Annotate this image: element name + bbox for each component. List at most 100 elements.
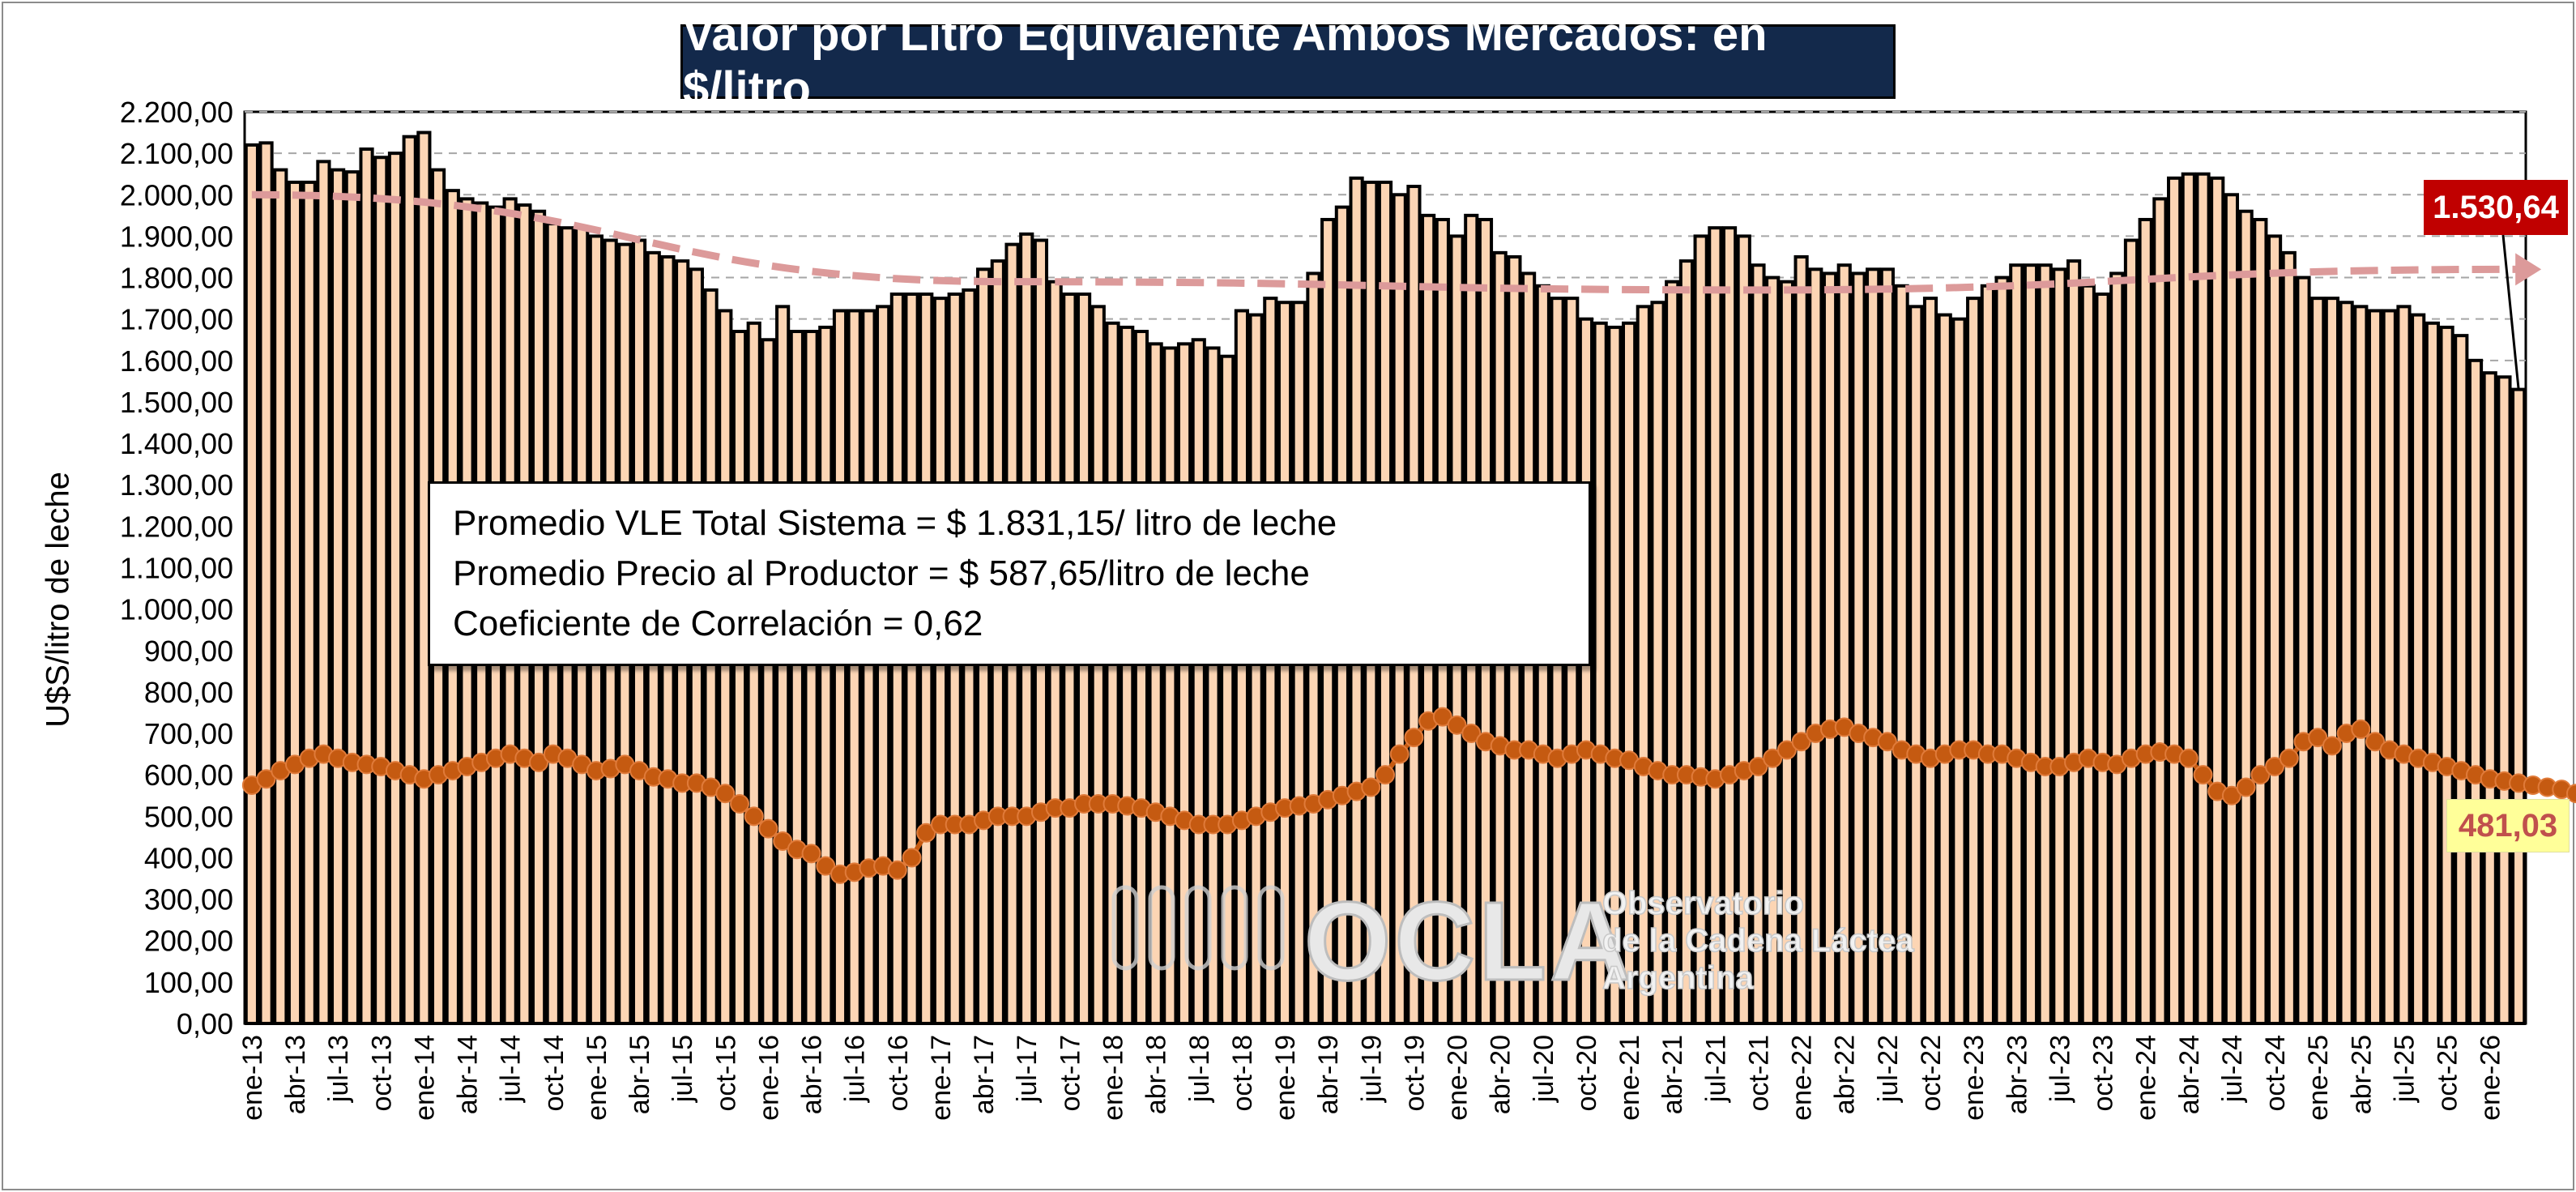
x-tick-label: abr-22 xyxy=(1830,1035,1861,1114)
bar xyxy=(2181,172,2196,1025)
stats-correlation: Coeficiente de Correlación = 0,62 xyxy=(453,604,983,643)
bar xyxy=(2109,271,2125,1025)
producer-price-marker xyxy=(1763,748,1783,768)
x-tick-label: ene-19 xyxy=(1270,1035,1301,1121)
x-tick-label: abr-19 xyxy=(1313,1035,1344,1114)
bar xyxy=(2396,305,2412,1026)
x-tick-label: ene-13 xyxy=(237,1035,268,1121)
producer-price-marker xyxy=(1432,707,1452,727)
stats-box: Promedio VLE Total Sistema = $ 1.831,15/… xyxy=(428,481,1591,666)
logo-subtitle: Observatorio de la Cadena Láctea Argenti… xyxy=(1601,885,1914,997)
bar xyxy=(2310,297,2326,1025)
bar xyxy=(2482,371,2497,1025)
producer-price-marker xyxy=(887,860,907,880)
x-tick-label: jul-19 xyxy=(1356,1035,1387,1103)
producer-price-marker xyxy=(744,806,764,827)
x-tick-label: abr-21 xyxy=(1657,1035,1688,1114)
bar xyxy=(1678,259,1695,1026)
y-tick-label: 500,00 xyxy=(144,800,233,833)
producer-price-marker xyxy=(902,848,922,868)
x-tick-label: abr-15 xyxy=(625,1035,655,1114)
x-tick-label: ene-18 xyxy=(1098,1035,1128,1121)
bar xyxy=(1607,325,1623,1025)
bar xyxy=(1593,321,1608,1025)
producer-price-marker xyxy=(529,752,549,772)
x-tick-label: oct-14 xyxy=(539,1035,569,1112)
x-tick-label: oct-13 xyxy=(366,1035,397,1112)
producer-price-marker xyxy=(916,822,936,843)
bar xyxy=(1665,280,1680,1025)
bar xyxy=(2037,263,2053,1026)
bar xyxy=(258,141,274,1025)
producer-price-marker xyxy=(758,818,778,839)
y-tick-label: 2.200,00 xyxy=(120,96,233,129)
producer-price-marker xyxy=(1375,765,1395,785)
producer-price-marker xyxy=(1461,724,1482,744)
y-tick-label: 0,00 xyxy=(177,1007,233,1040)
producer-price-marker xyxy=(2351,719,2371,739)
logo-wordmark: OCLA xyxy=(1303,878,1634,1006)
bar xyxy=(2167,176,2182,1025)
producer-price-marker xyxy=(2221,785,2241,805)
bar xyxy=(1708,226,1723,1025)
y-tick-label: 2.100,00 xyxy=(120,137,233,170)
y-tick-label: 1.300,00 xyxy=(120,468,233,502)
bar xyxy=(789,330,804,1026)
producer-price-marker xyxy=(816,856,836,876)
bar xyxy=(2353,305,2369,1026)
bar xyxy=(2224,193,2240,1026)
producer-price-marker xyxy=(2265,756,2285,776)
bar xyxy=(359,147,374,1026)
producer-price-marker xyxy=(2279,748,2299,768)
producer-price-marker xyxy=(2178,748,2199,768)
bar xyxy=(1636,305,1651,1026)
y-tick-label: 1.700,00 xyxy=(120,303,233,336)
producer-price-marker xyxy=(2236,777,2256,797)
bar xyxy=(2152,197,2168,1026)
x-tick-label: jul-18 xyxy=(1184,1035,1215,1103)
y-tick-label: 1.200,00 xyxy=(120,510,233,543)
x-tick-label: ene-15 xyxy=(582,1035,612,1121)
vle-label-leader xyxy=(2501,234,2520,390)
producer-price-marker xyxy=(1389,744,1410,764)
bar xyxy=(1937,313,1952,1025)
chart-title: Valor por Litro Equivalente Ambos Mercad… xyxy=(680,8,1896,115)
bar xyxy=(2497,375,2512,1026)
x-tick-label: abr-14 xyxy=(453,1035,484,1114)
x-tick-label: abr-25 xyxy=(2346,1035,2377,1114)
bar xyxy=(1879,267,1895,1025)
logo-bar-icon xyxy=(1221,885,1248,971)
bar xyxy=(1650,301,1665,1025)
bar xyxy=(2123,238,2139,1026)
bar xyxy=(2296,276,2311,1025)
producer-price-marker xyxy=(1404,728,1424,748)
y-tick-label: 2.000,00 xyxy=(120,178,233,211)
x-tick-label: ene-23 xyxy=(1959,1035,1990,1121)
bar xyxy=(2439,325,2454,1025)
bar xyxy=(1980,284,1995,1026)
x-tick-label: oct-17 xyxy=(1055,1035,1085,1112)
bar xyxy=(1120,325,1135,1025)
last-vle-value-label: 1.530,64 xyxy=(2424,180,2568,235)
bar xyxy=(1851,271,1866,1025)
logo-bar-icon xyxy=(1257,885,1285,971)
bar xyxy=(861,309,876,1026)
bar xyxy=(1736,234,1751,1025)
x-tick-label: oct-23 xyxy=(2088,1035,2119,1112)
x-tick-label: ene-16 xyxy=(753,1035,784,1121)
bar xyxy=(1922,297,1938,1025)
x-tick-label: abr-17 xyxy=(969,1035,1000,1114)
y-tick-label: 1.000,00 xyxy=(120,593,233,626)
bar xyxy=(301,180,317,1026)
bar xyxy=(1191,338,1206,1025)
x-tick-label: jul-16 xyxy=(840,1035,871,1103)
bar xyxy=(1951,317,1967,1025)
bar xyxy=(1808,267,1823,1025)
x-tick-label: jul-15 xyxy=(667,1035,698,1103)
x-tick-label: abr-13 xyxy=(280,1035,311,1114)
bar xyxy=(1894,284,1909,1026)
bar xyxy=(2052,267,2067,1025)
bar xyxy=(2411,313,2426,1025)
producer-price-marker xyxy=(801,844,821,864)
